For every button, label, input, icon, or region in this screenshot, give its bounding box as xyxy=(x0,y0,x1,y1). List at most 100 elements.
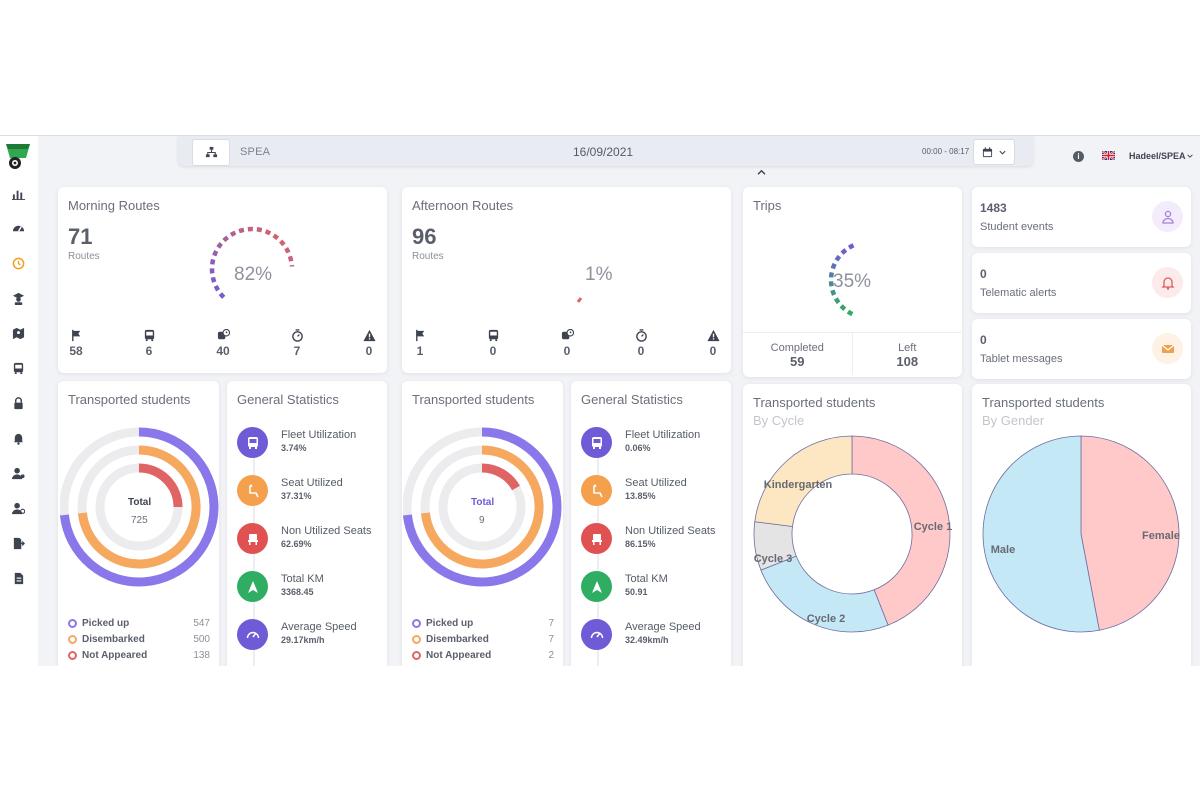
morning-routes-card: Morning Routes 71 Routes 82% 58 6 40 7 0 xyxy=(58,187,387,373)
flag-icon xyxy=(415,329,424,342)
students-icon[interactable] xyxy=(9,289,27,307)
afternoon-percent: 1% xyxy=(585,264,613,285)
report-icon[interactable] xyxy=(9,569,27,587)
morning-percent: 82% xyxy=(234,264,273,285)
user-menu-label[interactable]: Hadeel/SPEA xyxy=(1129,151,1186,161)
info-icon[interactable]: i xyxy=(1073,151,1084,162)
trips-left: Left 108 xyxy=(896,342,919,369)
total-value: 9 xyxy=(479,515,485,526)
tablet-messages-card[interactable]: 0 Tablet messages xyxy=(972,319,1191,379)
empty-seat-icon xyxy=(581,523,612,554)
filter-bar: SPEA 16/09/2021 00:00 - 08:17 xyxy=(178,136,1033,166)
gs-average-speed: Average Speed 29.17km/h xyxy=(237,619,387,655)
bar-chart-icon[interactable] xyxy=(9,184,27,202)
user-gear-icon[interactable] xyxy=(9,499,27,517)
org-tree-icon xyxy=(205,146,217,158)
legend-picked-up: Picked up 7 xyxy=(412,617,554,630)
by-cycle-donut-chart: Cycle 1 Cycle 2 Cycle 3 Kindergarten xyxy=(753,435,953,633)
pie-label-male: Male xyxy=(991,544,1015,556)
dashboard-gauge-icon[interactable] xyxy=(9,219,27,237)
stat-bus: 0 xyxy=(478,329,508,358)
envelope-icon xyxy=(1152,333,1183,364)
by-gender-pie-chart: Female Male xyxy=(982,435,1180,633)
by-cycle-card: Transported students By Cycle Cycle 1 Cyc… xyxy=(743,384,962,666)
transported-rings-morning xyxy=(60,427,219,587)
pie-label-kindergarten: Kindergarten xyxy=(764,479,833,491)
transported-rings-afternoon xyxy=(403,427,562,587)
user-settings-icon[interactable] xyxy=(9,464,27,482)
pie-slice-kindergarten[interactable] xyxy=(754,435,853,527)
legend-picked-up: Picked up 547 xyxy=(68,617,210,630)
card-title: Trips xyxy=(753,198,782,213)
bus-icon xyxy=(488,329,498,342)
trips-gauge-arc xyxy=(828,243,855,317)
legend-not-appeared: Not Appeared 2 xyxy=(412,649,554,662)
empty-seat-icon xyxy=(237,523,268,554)
morning-stats-row: 58 6 40 7 0 xyxy=(58,329,387,369)
time-range-label[interactable]: 00:00 - 08:17 xyxy=(922,147,970,156)
routes-label: Routes xyxy=(68,251,100,262)
morning-routes-count: 71 xyxy=(68,224,93,249)
navigation-icon xyxy=(237,571,268,602)
trips-percent: 35% xyxy=(833,271,872,292)
gs-non-utilized-seats: Non Utilized Seats 86.15% xyxy=(581,523,731,559)
org-label[interactable]: SPEA xyxy=(240,146,271,158)
flag-icon xyxy=(71,329,80,342)
transported-students-afternoon-card: Transported students Total 9 Picked up 7 … xyxy=(402,381,563,666)
bell-icon xyxy=(1152,267,1183,298)
date-picker-button[interactable] xyxy=(973,139,1015,165)
bus-icon[interactable] xyxy=(9,359,27,377)
card-title: Afternoon Routes xyxy=(412,198,514,213)
warning-icon xyxy=(706,329,720,342)
bell-icon[interactable] xyxy=(9,429,27,447)
sidebar xyxy=(0,136,38,666)
timer-icon xyxy=(635,329,647,342)
timer-icon xyxy=(291,329,303,342)
seat-icon xyxy=(581,475,612,506)
card-title: General Statistics xyxy=(237,392,339,407)
user-menu-chevron-down-icon[interactable] xyxy=(1186,152,1194,160)
card-title: Transported students xyxy=(982,395,1105,410)
export-icon[interactable] xyxy=(9,534,27,552)
gs-non-utilized-seats: Non Utilized Seats 62.69% xyxy=(237,523,387,559)
app-logo-icon[interactable] xyxy=(4,140,32,172)
org-tree-button[interactable] xyxy=(192,139,230,166)
stat-timer: 7 xyxy=(282,329,312,358)
lock-icon[interactable] xyxy=(9,394,27,412)
student-events-card[interactable]: 1483 Student events xyxy=(972,187,1191,247)
gs-total-km: Total KM 3368.45 xyxy=(237,571,387,607)
total-value: 725 xyxy=(131,515,148,526)
trips-summary: Completed 59 Left 108 xyxy=(743,332,962,375)
app-window: SPEA 16/09/2021 00:00 - 08:17 i Hadeel/S… xyxy=(0,135,1200,666)
stat-flag: 1 xyxy=(405,329,435,358)
collapse-filter-chevron-up-icon[interactable] xyxy=(754,167,768,177)
pie-slice-cycle-1[interactable] xyxy=(851,435,951,626)
telematic-alerts-card[interactable]: 0 Telematic alerts xyxy=(972,253,1191,313)
total-label: Total xyxy=(471,497,495,508)
gs-fleet-utilization: Fleet Utilization 0.06% xyxy=(581,427,731,463)
legend-not-appeared: Not Appeared 138 xyxy=(68,649,210,662)
date-label[interactable]: 16/09/2021 xyxy=(573,145,634,159)
by-gender-card: Transported students By Gender Female Mal… xyxy=(972,384,1191,666)
afternoon-progress-gauge xyxy=(576,297,583,303)
map-route-icon[interactable] xyxy=(9,324,27,342)
pie-label-cycle-2: Cycle 2 xyxy=(807,613,846,625)
stat-bus: 6 xyxy=(134,329,164,358)
pie-slice-male[interactable] xyxy=(982,435,1100,633)
gs-fleet-utilization: Fleet Utilization 3.74% xyxy=(237,427,387,463)
student-icon xyxy=(1152,201,1183,232)
warning-icon xyxy=(362,329,376,342)
bus-icon xyxy=(581,427,612,458)
bus-icon xyxy=(144,329,154,342)
gs-seat-utilized: Seat Utilized 13.85% xyxy=(581,475,731,511)
pie-slice-female[interactable] xyxy=(1080,435,1180,631)
speedometer-icon xyxy=(237,619,268,650)
uk-flag-icon[interactable] xyxy=(1102,151,1115,160)
routes-label: Routes xyxy=(412,251,444,262)
card-title: Transported students xyxy=(753,395,876,410)
pie-label-cycle-1: Cycle 1 xyxy=(914,521,953,533)
bus-clock-icon xyxy=(217,329,230,340)
history-icon[interactable] xyxy=(9,254,27,272)
legend-disembarked: Disembarked 7 xyxy=(412,633,554,646)
chevron-down-icon xyxy=(998,150,1006,155)
